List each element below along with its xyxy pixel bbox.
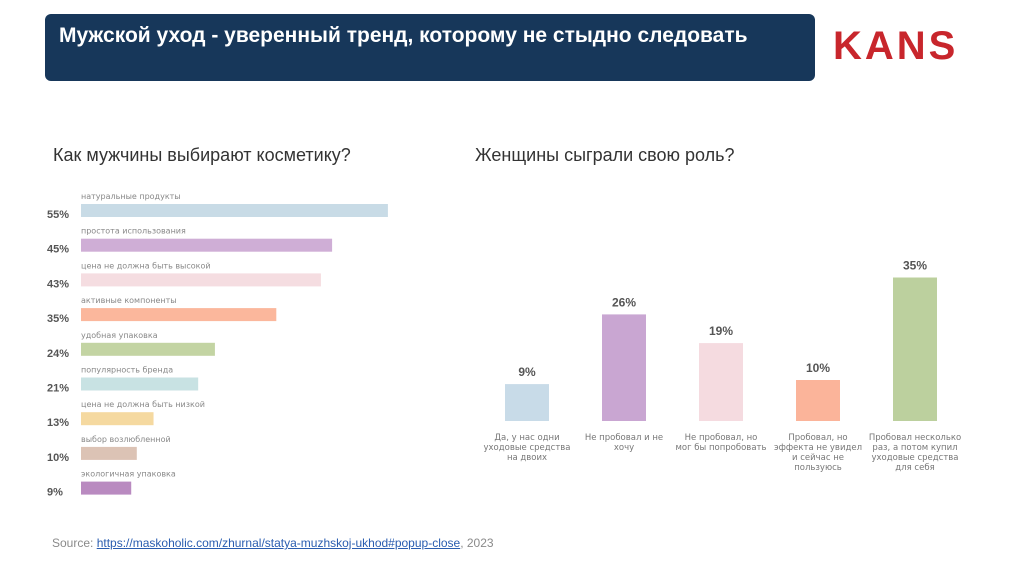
bar-category-label: Да, у нас одни уходовые средства на двоих: [483, 433, 570, 463]
bar-value-label: 26%: [612, 295, 636, 309]
source-label: Source:: [52, 536, 97, 550]
bar: [81, 204, 388, 217]
bar: [796, 380, 840, 421]
bar: [893, 277, 937, 421]
bar: [699, 343, 743, 421]
source-year: , 2023: [460, 536, 494, 550]
bar-value-label: 35%: [903, 259, 927, 273]
bar-category-label: цена не должна быть низкой: [81, 400, 205, 409]
slide-title-banner: Мужской уход - уверенный тренд, которому…: [45, 14, 815, 81]
bar-value-label: 55%: [47, 209, 69, 221]
source-line: Source: https://maskoholic.com/zhurnal/s…: [52, 536, 494, 550]
bar-category-label: Не пробовал, но мог бы попробовать: [676, 433, 767, 453]
slide-title: Мужской уход - уверенный тренд, которому…: [59, 24, 748, 47]
bar-value-label: 43%: [47, 278, 69, 290]
bar-value-label: 21%: [47, 383, 69, 395]
bar-category-label: выбор возлюбленной: [81, 435, 171, 444]
bar-value-label: 13%: [47, 417, 69, 429]
bar: [81, 446, 137, 460]
bar-category-label: Пробовал несколько раз, а потом купил уход…: [869, 433, 961, 473]
women-role-bar-chart: 9% Да, у нас одни уходовые средства на двои…: [483, 259, 961, 474]
bar-value-label: 10%: [806, 361, 830, 375]
bar: [505, 384, 549, 421]
bar-value-label: 24%: [47, 348, 69, 360]
bar: [602, 314, 646, 421]
bar: [81, 273, 321, 287]
bar-value-label: 9%: [518, 365, 536, 379]
bar-value-label: 45%: [47, 244, 69, 256]
bar-value-label: 19%: [709, 324, 733, 338]
bar-value-label: 35%: [47, 313, 69, 325]
bar-category-label: популярность бренда: [81, 366, 173, 375]
chart2-title: Женщины сыграли свою роль?: [475, 145, 735, 165]
men-choice-bar-chart: натуральные продукты 55% простота использо…: [47, 192, 388, 499]
chart1-title: Как мужчины выбирают косметику?: [53, 145, 351, 165]
bar-value-label: 9%: [47, 487, 63, 499]
bar-category-label: цена не должна быть высокой: [81, 261, 211, 270]
bar: [81, 481, 132, 495]
bar-category-label: натуральные продукты: [81, 192, 181, 201]
bar: [81, 412, 154, 426]
bar-category-label: экологичная упаковка: [81, 470, 176, 479]
bar-category-label: Пробовал, но эффекта не увидел и сейчас не…: [774, 433, 862, 473]
bar: [81, 238, 333, 252]
bar: [81, 308, 277, 322]
bar-category-label: удобная упаковка: [81, 331, 158, 340]
source-link[interactable]: https://maskoholic.com/zhurnal/statya-mu…: [96, 536, 461, 550]
bar-category-label: простота использования: [81, 227, 186, 236]
bar: [81, 377, 199, 391]
bar-category-label: Не пробовал и не хочу: [585, 433, 663, 453]
bar-category-label: активные компоненты: [81, 296, 177, 305]
bar: [81, 342, 215, 356]
bar-value-label: 10%: [47, 452, 69, 464]
kans-logo: KANS: [833, 24, 959, 68]
